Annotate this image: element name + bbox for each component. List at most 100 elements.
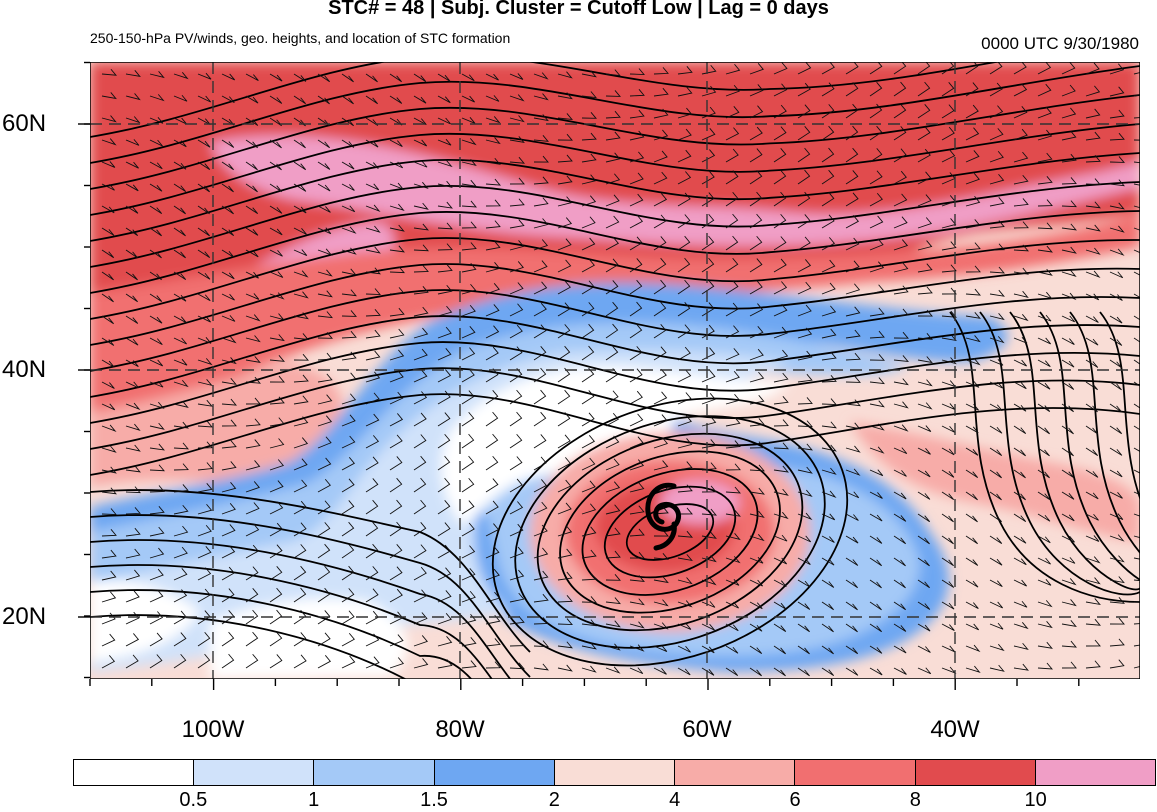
wind-barb [1061,425,1074,435]
wind-barb [317,311,333,319]
wind-barb [773,148,787,163]
wind-barb [221,139,235,148]
wind-barb [461,326,476,339]
height-contour [90,65,1140,164]
wind-barb [629,301,643,317]
wind-barb [677,530,693,538]
wind-barb [917,309,933,317]
wind-barb [197,336,212,344]
wind-barb [437,284,453,295]
wind-barb [917,263,933,273]
wind-barb [365,588,379,603]
wind-barb [125,381,140,389]
wind-barb [749,601,763,610]
wind-barb [797,62,812,75]
wind-barb [893,216,908,229]
wind-barb [773,169,787,185]
wind-barb [485,241,501,251]
lon-label-40w: 40W [930,716,980,743]
wind-barb [893,447,908,455]
wind-barb [581,572,597,581]
wind-barb [437,499,451,515]
wind-barb [341,414,356,427]
wind-barb [1037,513,1051,522]
wind-barb [677,461,693,471]
wind-barb [413,455,427,471]
wind-barb [557,302,571,317]
wind-barb [629,505,645,515]
colorbar-label: 2 [548,789,560,811]
wind-barb [893,262,909,273]
wind-barb [317,183,331,192]
wind-barb [341,521,355,537]
wind-barb [557,618,573,626]
lat-label-60n: 60N [2,110,47,137]
wind-barb [461,159,477,167]
wind-barb [605,194,620,207]
figure-title: STC# = 48 | Subj. Cluster = Cutoff Low |… [328,0,829,19]
wind-barb [293,117,306,127]
wind-barb [389,266,405,274]
wind-barb [773,62,788,75]
wind-barb [749,105,764,119]
wind-barb [941,104,955,119]
wind-barb [989,381,1003,389]
wind-barb [365,246,381,254]
wind-barb [413,348,428,361]
wind-barb [893,239,909,251]
wind-barb [893,308,909,317]
wind-barb [365,95,378,105]
wind-barb [653,236,667,251]
colorbar-label: 1.5 [420,789,448,811]
wind-barb [1061,62,1076,75]
lat-label-20n: 20N [2,603,47,630]
wind-barb [197,588,211,603]
wind-barb [245,356,261,364]
wind-barb [869,125,883,141]
wind-barb [941,287,957,295]
wind-barb [677,324,691,339]
wind-barb [341,310,357,317]
wind-barb [581,70,597,78]
wind-barb [509,569,525,581]
wind-barb [197,420,213,428]
wind-barb [845,579,858,589]
wind-barb [845,103,859,119]
wind-barb [533,281,548,295]
pv-map-panel [90,62,1140,679]
wind-barb [965,381,980,388]
wind-barb [581,596,597,603]
wind-barb [293,437,309,449]
wind-barb [341,73,354,83]
wind-barb [557,595,573,603]
wind-barb [269,459,285,471]
wind-barb [101,293,114,303]
wind-barb [677,66,693,75]
wind-barb [917,402,933,410]
wind-barb [1013,128,1028,141]
wind-barb [677,214,691,229]
wind-barb [509,592,525,603]
wind-barb [1133,293,1140,298]
wind-barb [701,85,717,97]
colorbar-box [915,760,1036,785]
wind-barb [125,139,140,146]
wind-barb [269,501,284,515]
wind-barb [941,491,955,501]
wind-barb [293,654,307,669]
wind-barb [749,394,765,405]
wind-barb [317,227,332,235]
wind-barb [749,169,763,185]
wind-barb [1109,225,1125,233]
wind-barb [797,535,812,543]
wind-barb [773,281,788,295]
figure-subtitle: 250-150-hPa PV/winds, geo. heights, and … [90,30,511,46]
wind-barb [701,127,716,141]
wind-barb [341,543,355,559]
wind-barb [197,139,211,148]
wind-barb [629,215,644,229]
height-contour [90,489,531,653]
wind-barb [533,456,547,471]
colorbar-box [74,760,195,785]
wind-barb [725,393,741,405]
